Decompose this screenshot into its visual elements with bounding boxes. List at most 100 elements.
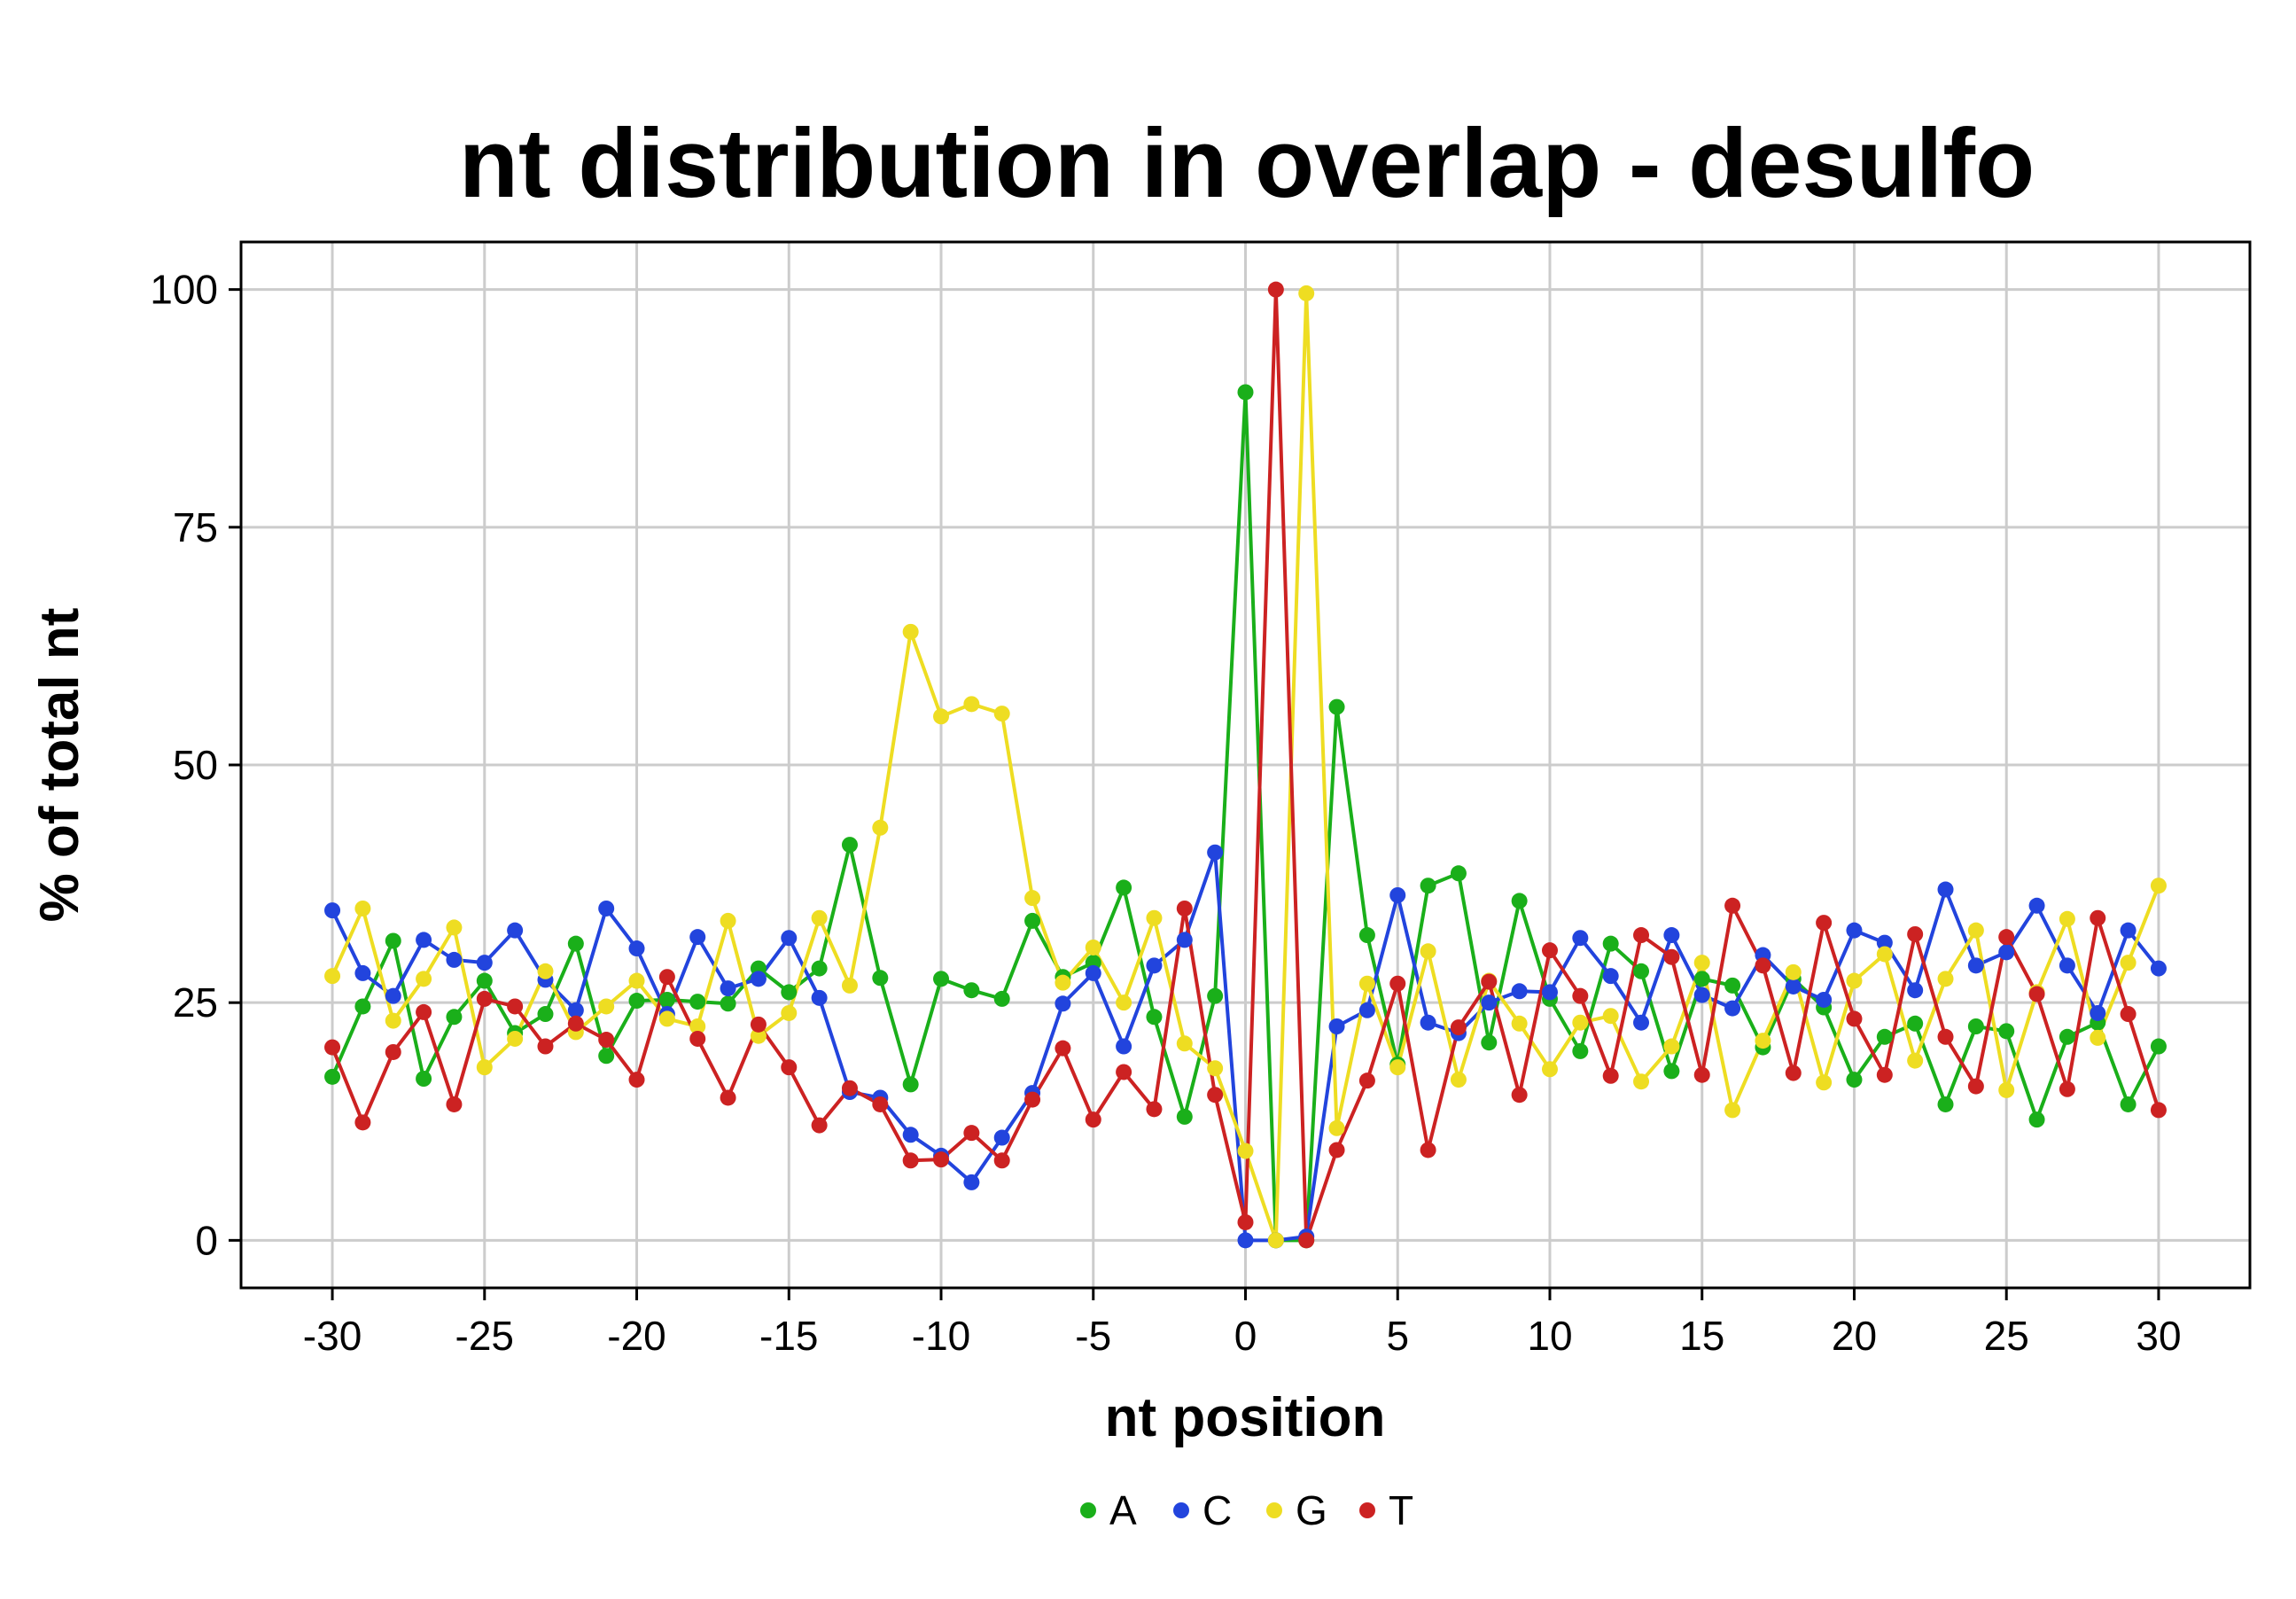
data-point-T [1358, 1072, 1375, 1089]
data-point-C [2028, 897, 2045, 914]
data-point-G [689, 1018, 706, 1034]
data-point-C [1876, 934, 1893, 951]
data-point-C [1937, 881, 1954, 898]
data-point-G [872, 819, 889, 836]
data-point-T [446, 1096, 463, 1112]
data-point-C [781, 930, 798, 947]
data-point-A [1693, 971, 1710, 987]
data-point-G [1693, 955, 1710, 971]
data-point-A [841, 837, 858, 854]
data-point-T [1967, 1078, 1984, 1095]
data-point-T [507, 998, 524, 1015]
data-point-G [1511, 1015, 1528, 1032]
data-point-C [567, 1002, 584, 1018]
data-point-C [1998, 944, 2015, 961]
data-point-T [1633, 927, 1650, 944]
data-point-A [416, 1071, 432, 1087]
data-point-T [1572, 987, 1589, 1004]
data-point-C [1846, 922, 1863, 939]
data-point-G [902, 623, 919, 640]
data-point-G [720, 912, 736, 929]
data-point-G [2150, 878, 2167, 894]
data-point-T [1785, 1065, 1802, 1081]
data-point-A [720, 995, 736, 1012]
data-point-G [1572, 1014, 1589, 1031]
data-point-A [658, 991, 675, 1008]
data-point-A [902, 1076, 919, 1093]
data-point-G [1055, 974, 1071, 991]
data-point-G [1907, 1052, 1924, 1069]
data-point-C [1146, 957, 1163, 974]
data-point-A [537, 1006, 554, 1023]
data-point-G [1785, 963, 1802, 980]
data-point-C [811, 989, 828, 1006]
data-point-T [567, 1015, 584, 1032]
data-point-C [1176, 932, 1193, 948]
data-point-C [1358, 1002, 1375, 1018]
data-point-T [689, 1030, 706, 1047]
data-point-C [1116, 1038, 1132, 1055]
data-point-A [1511, 893, 1528, 909]
data-point-C [750, 971, 767, 987]
data-point-T [993, 1152, 1010, 1169]
data-point-C [324, 902, 341, 919]
data-point-G [1116, 994, 1132, 1011]
data-point-A [2150, 1038, 2167, 1055]
data-point-A [1572, 1042, 1589, 1059]
data-point-G [537, 963, 554, 979]
data-point-A [385, 932, 401, 949]
data-point-A [993, 990, 1010, 1007]
data-point-T [1602, 1067, 1619, 1084]
x-tick-label: -10 [912, 1313, 970, 1359]
data-point-A [963, 982, 980, 999]
data-point-G [1298, 285, 1315, 301]
y-tick-label: 25 [173, 979, 218, 1026]
data-point-T [1420, 1142, 1436, 1158]
y-tick-label: 50 [173, 742, 218, 788]
legend-marker-C [1173, 1502, 1189, 1518]
data-point-T [902, 1152, 919, 1169]
data-point-T [1298, 1232, 1315, 1249]
data-point-T [2059, 1080, 2075, 1097]
data-point-T [416, 1003, 432, 1020]
data-point-G [1450, 1072, 1467, 1088]
data-point-C [1328, 1018, 1345, 1034]
legend-marker-G [1266, 1502, 1282, 1518]
data-point-C [2090, 1004, 2106, 1021]
y-tick-label: 0 [195, 1217, 218, 1263]
data-point-T [385, 1043, 401, 1060]
data-point-A [324, 1068, 341, 1085]
data-point-C [2120, 922, 2136, 939]
data-point-T [1541, 942, 1558, 959]
data-point-A [1633, 963, 1650, 979]
legend-label-G: G [1296, 1487, 1327, 1533]
data-point-G [1876, 946, 1893, 963]
data-point-G [1724, 1102, 1741, 1119]
data-point-T [476, 990, 493, 1007]
data-point-T [2028, 986, 2045, 1002]
data-point-A [628, 993, 645, 1010]
data-point-G [1176, 1035, 1193, 1052]
data-point-G [963, 696, 980, 713]
data-point-G [993, 706, 1010, 722]
x-tick-label: -5 [1075, 1313, 1111, 1359]
data-point-T [1907, 925, 1924, 942]
data-point-T [1846, 1010, 1863, 1027]
data-point-T [1998, 929, 2015, 946]
data-point-C [720, 980, 736, 997]
legend-marker-T [1359, 1502, 1375, 1518]
data-point-T [1450, 1019, 1467, 1036]
data-point-C [1907, 982, 1924, 999]
legend-label-C: C [1202, 1487, 1232, 1533]
data-point-A [1724, 977, 1741, 994]
data-point-A [476, 972, 493, 989]
data-point-G [1967, 922, 1984, 939]
data-point-T [1816, 915, 1833, 932]
series-points [324, 281, 2167, 1249]
data-point-C [902, 1127, 919, 1143]
x-axis-label: nt position [1105, 1387, 1386, 1448]
x-tick-label: -20 [607, 1313, 665, 1359]
data-point-C [1602, 968, 1619, 985]
